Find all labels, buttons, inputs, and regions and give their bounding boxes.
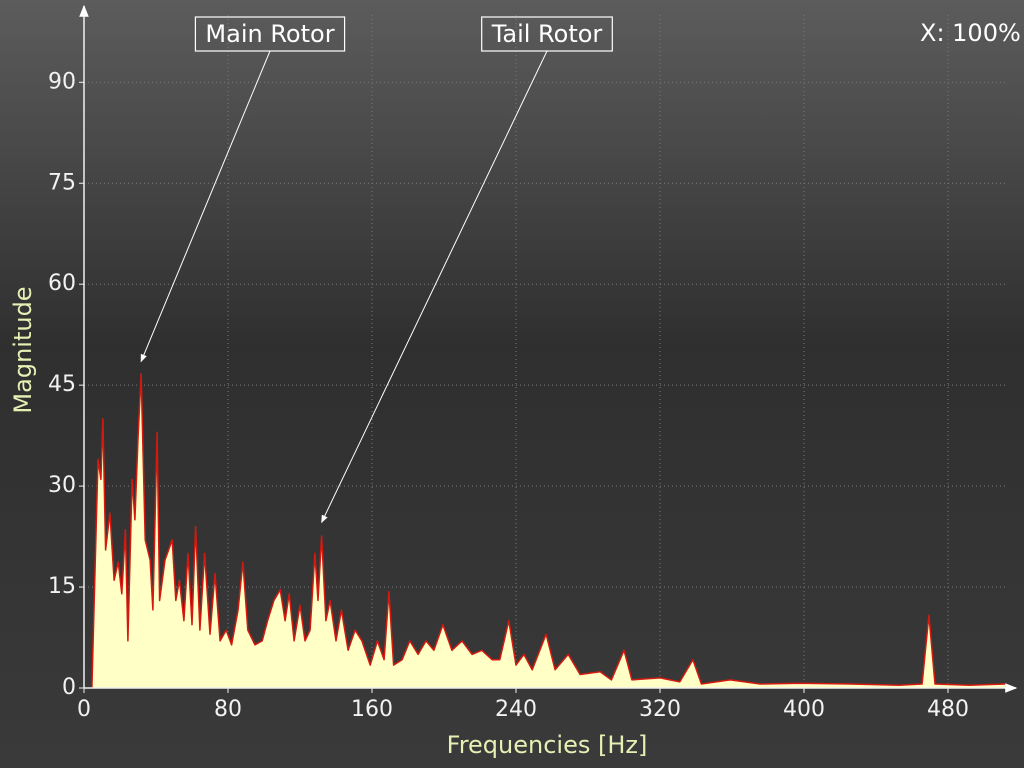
- line: [91, 372, 1006, 689]
- labels: 0 80 160 240 320 400 480 0 15 30 45 60 75 90 Main Roto…: [48, 16, 969, 722]
- annotation-label: Main Rotor: [205, 20, 334, 48]
- x-tick-label: 80: [214, 697, 242, 722]
- grid: [84, 15, 1006, 688]
- plot-area: [91, 372, 1006, 689]
- area: [91, 373, 1006, 688]
- x-tick-label: 0: [77, 697, 91, 722]
- y-tick-label: 45: [48, 372, 76, 397]
- annotation-arrow: [321, 50, 548, 524]
- axes: [79, 4, 1018, 693]
- x-tick-label: 160: [351, 697, 393, 722]
- y-tick-label: 90: [48, 69, 76, 94]
- annotation-label: Tail Rotor: [491, 20, 603, 48]
- annotation: Tail Rotor: [321, 16, 613, 524]
- annotation: Main Rotor: [140, 16, 346, 363]
- y-tick-label: 75: [48, 170, 76, 195]
- y-tick-label: 0: [62, 675, 76, 700]
- y-axis-title: Magnitude: [9, 286, 37, 413]
- y-tick-label: 60: [48, 271, 76, 296]
- zoom-label: X: 100%: [920, 19, 1021, 47]
- x-tick-label: 240: [495, 697, 537, 722]
- y-tick-label: 30: [48, 473, 76, 498]
- x-axis-title: Frequencies [Hz]: [447, 731, 648, 759]
- x-tick-label: 480: [927, 697, 969, 722]
- y-tick-label: 15: [48, 574, 76, 599]
- x-tick-label: 320: [639, 697, 681, 722]
- annotation-arrow: [140, 50, 271, 363]
- x-tick-label: 400: [783, 697, 825, 722]
